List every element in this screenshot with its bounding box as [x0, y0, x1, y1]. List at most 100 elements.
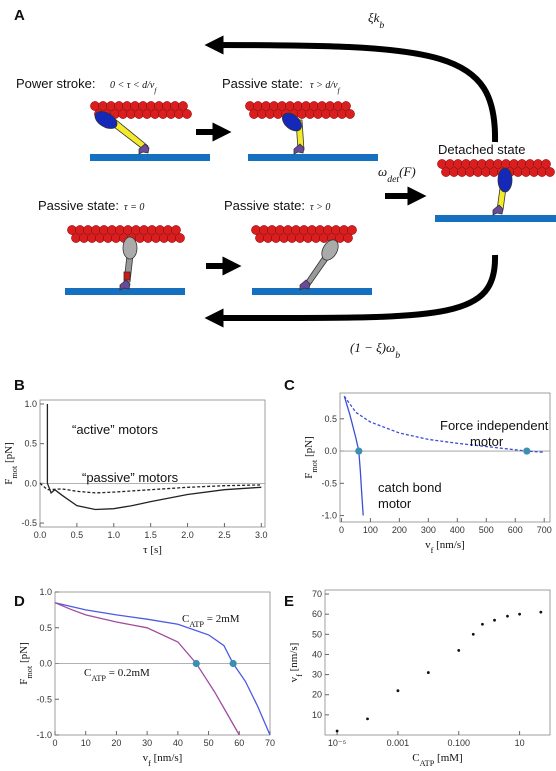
text-part: C: [412, 752, 419, 764]
text-part: v: [425, 539, 431, 551]
series-line: [343, 396, 364, 516]
text-part: ATP: [91, 674, 106, 683]
text-part: τ = 0: [124, 202, 144, 213]
track: [252, 288, 372, 295]
text-part: v: [288, 676, 300, 682]
y-tick-label: 20: [312, 690, 322, 700]
x-tick-label: 100: [363, 525, 378, 535]
y-axis-label: Fmot [pN]: [303, 436, 319, 479]
actin-bead: [182, 109, 192, 119]
x-tick-label: 60: [234, 738, 244, 748]
scatter-point: [493, 618, 496, 622]
x-tick-label: 0: [339, 525, 344, 535]
text-part: [mM]: [434, 752, 462, 764]
x-tick-label: 0: [52, 738, 57, 748]
x-tick-label: 20: [111, 738, 121, 748]
point-marker: [229, 659, 237, 668]
actin-bead: [175, 233, 185, 243]
text-part: [pN]: [3, 442, 15, 466]
actin-bead: [343, 233, 353, 243]
motor-head: [321, 239, 339, 261]
motor-head: [282, 112, 302, 132]
plot-frame: [339, 392, 551, 523]
x-tick-label: 3.0: [255, 530, 268, 540]
series-line: [54, 602, 240, 736]
chart: B 0.0 0.5 1.0 1.5 2.0 2.5 3.0 -0.5 0.0 0.5 1.0 τ [s]…: [3, 377, 268, 556]
x-tick-label: 300: [421, 525, 436, 535]
scatter-point: [518, 612, 521, 616]
scatter-point: [457, 649, 461, 652]
scatter-point: [426, 671, 430, 674]
text-part: f: [295, 674, 304, 677]
state-name: Power stroke:: [16, 76, 95, 91]
text-part: b: [395, 350, 400, 361]
state-name: Detached state: [438, 142, 525, 157]
rate-label: (1 − ξ)ωb: [350, 340, 400, 361]
chart: D 0 10 20 30 40 50 60 70 -1.0 -0.5 0.0 0.5 1.0 vf [nm/…: [14, 587, 275, 768]
arrow: [204, 254, 499, 328]
panel-label: D: [14, 593, 25, 610]
annotation: “passive” motors: [82, 470, 179, 485]
x-axis-label: CATP [mM]: [412, 752, 462, 768]
text-part: = 0.2mM: [106, 667, 150, 679]
motor-base: [119, 279, 131, 291]
track: [248, 154, 378, 161]
track: [90, 154, 210, 161]
scatter-point: [396, 689, 400, 693]
x-tick-label: 70: [265, 738, 275, 748]
track: [435, 215, 556, 222]
x-tick-label: 10: [81, 738, 91, 748]
chart: E 10⁻⁵ 0.001 0.100 10 10 20 30 40 50 60 70 CATP [mM]…: [284, 589, 551, 768]
y-tick-label: -1.0: [321, 511, 337, 521]
y-axis-label: vf [nm/s]: [288, 643, 304, 683]
x-tick-label: 2.0: [181, 530, 194, 540]
motors: [94, 111, 513, 291]
track: [65, 288, 185, 295]
annotation: motor: [378, 496, 412, 511]
x-tick-label: 0.100: [447, 738, 470, 748]
text-part: [pN]: [18, 642, 30, 666]
state-condition: τ = 0: [124, 202, 144, 213]
text-part: τ > 0: [310, 202, 330, 213]
text-part: f: [154, 86, 157, 95]
actin-bead: [171, 225, 181, 235]
motor-base: [293, 143, 305, 155]
motor-base: [299, 279, 311, 291]
x-tick-label: 40: [173, 738, 183, 748]
actin-bead: [545, 167, 555, 177]
y-tick-label: 0.0: [39, 659, 52, 669]
text-part: v: [143, 752, 149, 764]
motor-base: [492, 204, 504, 216]
x-tick-label: 1.0: [108, 530, 121, 540]
x-tick-label: 1.5: [144, 530, 157, 540]
text-part: ATP: [189, 620, 204, 629]
annotation: CATP = 0.2mM: [84, 667, 150, 683]
x-axis-label: τ [s]: [143, 544, 162, 556]
text-part: f: [338, 86, 341, 95]
plot-frame: [324, 589, 551, 736]
text-part: b: [379, 20, 384, 31]
annotation: CATP = 2mM: [182, 613, 240, 629]
series-line: [39, 482, 262, 494]
motor-base: [138, 143, 150, 155]
arrows: [196, 35, 499, 328]
y-tick-label: 0.5: [24, 439, 37, 449]
actin-bead: [178, 101, 188, 111]
y-tick-label: 40: [312, 649, 322, 659]
point-marker: [355, 447, 363, 455]
annotation: “active” motors: [72, 422, 158, 437]
arrow: [204, 35, 499, 143]
text-part: ω: [378, 164, 387, 179]
x-tick-label: 2.5: [218, 530, 231, 540]
text-part: f: [431, 546, 434, 555]
state-name: Passive state:: [222, 76, 303, 91]
x-tick-label: 400: [450, 525, 465, 535]
x-tick-label: 0.0: [34, 530, 47, 540]
scatter-point: [335, 729, 339, 733]
text-part: mot: [10, 465, 19, 479]
text-part: ξk: [368, 10, 380, 25]
text-part: (F): [399, 164, 416, 179]
x-tick-label: 10⁻⁵: [328, 738, 347, 748]
y-axis-label: Fmot [pN]: [3, 442, 19, 485]
